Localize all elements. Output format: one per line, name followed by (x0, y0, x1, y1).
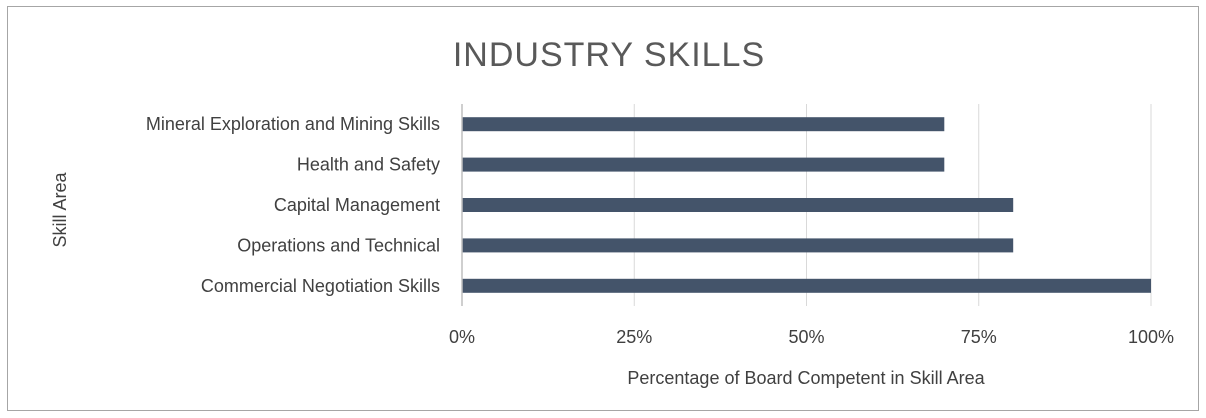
category-label-1: Health and Safety (297, 155, 440, 175)
category-labels: Mineral Exploration and Mining Skills Hea… (146, 114, 440, 296)
bar-3 (462, 238, 1014, 253)
x-tick-labels: 0% 25% 50% 75% 100% (449, 327, 1174, 347)
bar-0 (462, 117, 945, 132)
bar-2 (462, 198, 1014, 212)
chart-title: INDUSTRY SKILLS (453, 36, 765, 74)
y-axis-title: Skill Area (50, 172, 70, 248)
bar-1 (462, 157, 945, 172)
category-label-0: Mineral Exploration and Mining Skills (146, 114, 440, 134)
category-label-3: Operations and Technical (237, 235, 440, 255)
category-label-4: Commercial Negotiation Skills (201, 276, 440, 296)
bars (462, 117, 1151, 293)
x-axis-title: Percentage of Board Competent in Skill A… (627, 368, 985, 388)
x-tick-label-2: 50% (788, 327, 824, 347)
x-tick-label-4: 100% (1128, 327, 1174, 347)
category-label-2: Capital Management (274, 195, 440, 215)
x-tick-label-1: 25% (616, 327, 652, 347)
x-tick-label-0: 0% (449, 327, 475, 347)
bar-4 (462, 278, 1151, 293)
x-tick-label-3: 75% (961, 327, 997, 347)
